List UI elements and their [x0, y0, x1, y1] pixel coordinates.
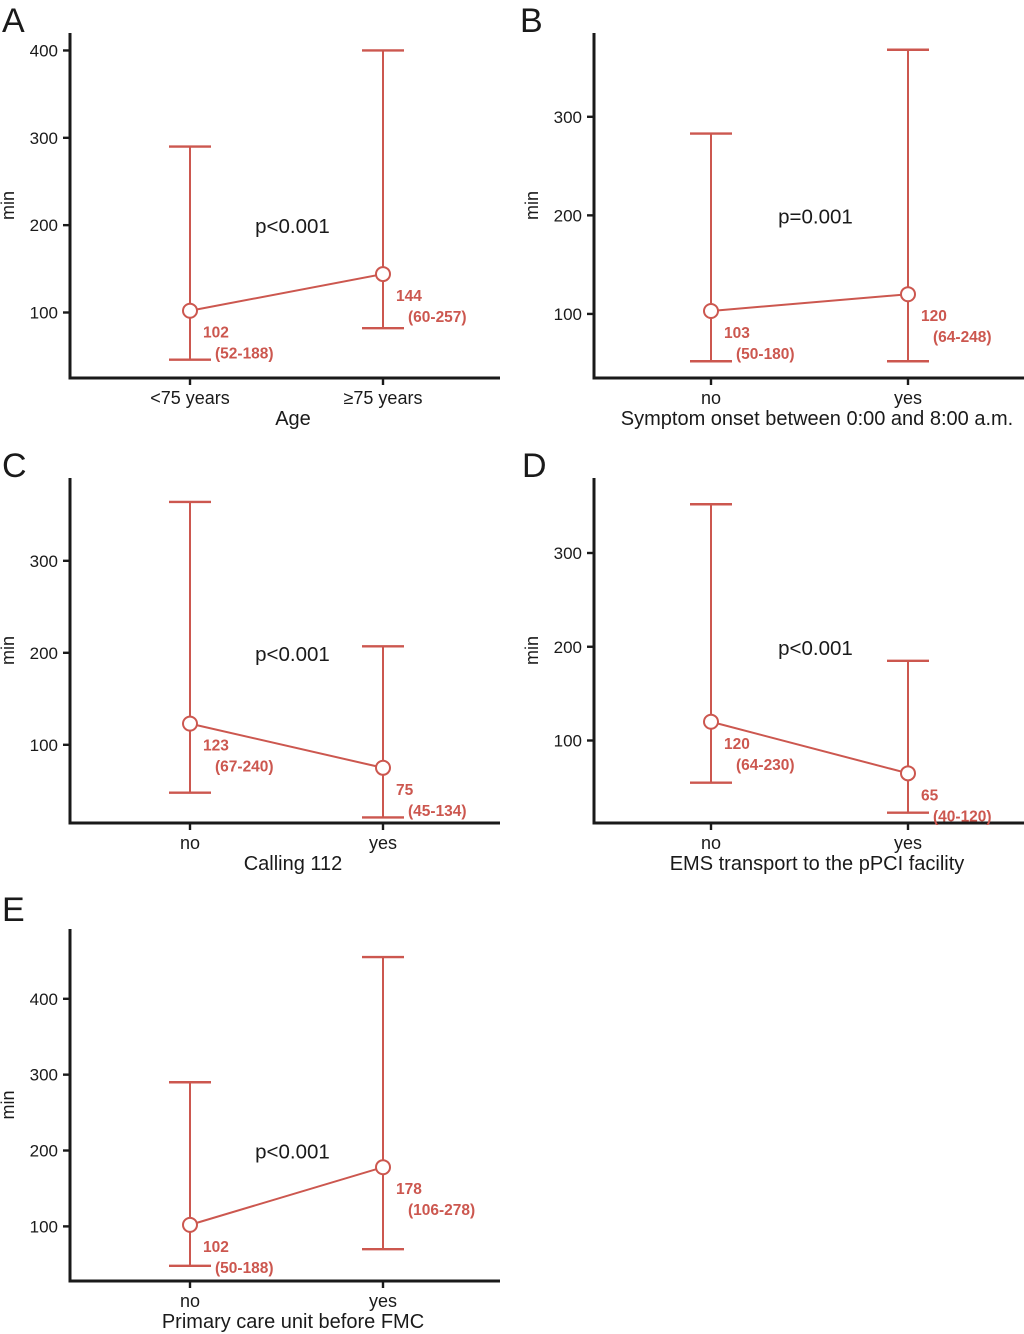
median-value-label: 120	[921, 308, 947, 325]
x-axis-title: Primary care unit before FMC	[162, 1311, 424, 1333]
y-tick-label: 300	[554, 108, 582, 127]
median-value-label: 123	[203, 738, 229, 755]
median-point	[182, 1216, 198, 1233]
panel-letter: E	[2, 891, 25, 929]
panel-letter: A	[2, 2, 25, 40]
p-value-label: p=0.001	[778, 205, 853, 228]
iqr-range-label: (50-188)	[215, 1260, 274, 1277]
iqr-range-label: (40-120)	[933, 808, 992, 825]
median-value-label: 75	[396, 782, 414, 799]
x-category-label: yes	[369, 833, 397, 853]
iqr-range-label: (64-230)	[736, 757, 795, 774]
y-tick-label: 100	[554, 732, 582, 751]
y-axis-title: min	[522, 191, 542, 220]
y-tick-label: 200	[554, 206, 582, 225]
y-tick-label: 200	[30, 644, 58, 663]
median-point	[703, 302, 719, 319]
median-value-label: 102	[203, 325, 229, 342]
median-value-label: 144	[396, 288, 422, 305]
x-axis-title: Symptom onset between 0:00 and 8:00 a.m.	[621, 408, 1013, 430]
panel-letter: C	[2, 447, 27, 485]
median-connector-line	[710, 720, 909, 775]
y-tick-label: 200	[554, 638, 582, 657]
x-category-label: no	[180, 833, 200, 853]
median-value-label: 102	[203, 1239, 229, 1256]
median-connector-line	[189, 1166, 384, 1226]
y-tick-label: 100	[554, 305, 582, 324]
x-axis-title: EMS transport to the pPCI facility	[670, 853, 965, 875]
y-tick-label: 300	[554, 544, 582, 563]
y-tick-label: 400	[30, 41, 58, 60]
panel-letter: D	[522, 447, 547, 485]
iqr-range-label: (52-188)	[215, 346, 274, 363]
median-point	[900, 765, 916, 782]
p-value-label: p<0.001	[255, 1141, 330, 1164]
y-axis-title: min	[522, 636, 542, 665]
median-connector-line	[189, 722, 384, 769]
x-category-label: ≥75 years	[344, 388, 423, 408]
p-value-label: p<0.001	[255, 643, 330, 666]
iqr-range-label: (50-180)	[736, 346, 795, 363]
median-value-label: 65	[921, 787, 939, 804]
y-axis-title: min	[0, 191, 18, 220]
y-tick-label: 100	[30, 736, 58, 755]
x-category-label: no	[180, 1291, 200, 1311]
x-axis-title: Calling 112	[244, 853, 343, 875]
panel-a: A 100 200 300 400 min <75 years ≥75 years Age p<0…	[0, 0, 512, 445]
x-axis-title: Age	[275, 408, 311, 430]
x-category-label: yes	[894, 833, 922, 853]
x-category-label: yes	[894, 388, 922, 408]
median-point	[182, 302, 198, 319]
panel-d: D 100 200 300 min no yes EMS transport to the p…	[512, 445, 1024, 890]
x-category-label: no	[701, 833, 721, 853]
median-point	[900, 286, 916, 303]
y-tick-label: 400	[30, 990, 58, 1009]
p-value-label: p<0.001	[778, 637, 853, 660]
x-category-label: yes	[369, 1291, 397, 1311]
panel-chart-A: A 100 200 300 400 min <75 years ≥75 years Age p<0…	[0, 2, 500, 430]
median-point	[375, 759, 391, 776]
iqr-range-label: (45-134)	[408, 803, 467, 820]
iqr-range-label: (64-248)	[933, 329, 992, 346]
x-category-label: <75 years	[150, 388, 230, 408]
y-axis-title: min	[0, 1090, 18, 1119]
median-value-label: 178	[396, 1181, 422, 1198]
y-tick-label: 300	[30, 129, 58, 148]
y-tick-label: 200	[30, 216, 58, 235]
y-tick-label: 200	[30, 1142, 58, 1161]
y-axis-title: min	[0, 636, 18, 665]
median-point	[375, 1159, 391, 1176]
median-connector-line	[189, 273, 384, 312]
p-value-label: p<0.001	[255, 215, 330, 238]
median-point	[182, 715, 198, 732]
median-point	[703, 713, 719, 730]
x-category-label: no	[701, 388, 721, 408]
y-tick-label: 100	[30, 1217, 58, 1236]
median-connector-line	[710, 293, 909, 312]
median-value-label: 103	[724, 325, 750, 342]
iqr-range-label: (60-257)	[408, 309, 467, 326]
y-tick-label: 100	[30, 303, 58, 322]
panel-c: C 100 200 300 min no yes Calling 112 p<0.001 123 (…	[0, 445, 512, 890]
iqr-range-label: (67-240)	[215, 759, 274, 776]
panel-chart-C: C 100 200 300 min no yes Calling 112 p<0.001 123 (…	[0, 447, 500, 875]
panel-b: B 100 200 300 min no yes Symptom onset between …	[512, 0, 1024, 445]
y-tick-label: 300	[30, 1066, 58, 1085]
y-tick-label: 300	[30, 552, 58, 571]
iqr-range-label: (106-278)	[408, 1202, 475, 1219]
panel-e: E 100 200 300 400 min no yes Primary care unit b…	[0, 889, 512, 1334]
panel-letter: B	[520, 2, 543, 40]
median-point	[375, 266, 391, 283]
median-value-label: 120	[724, 736, 750, 753]
